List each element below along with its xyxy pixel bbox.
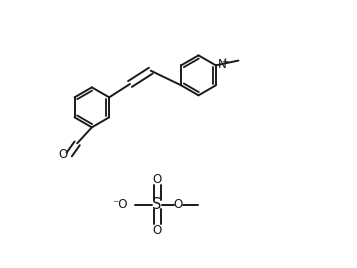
Text: O: O (174, 198, 183, 211)
Text: ⁻O: ⁻O (112, 198, 128, 211)
Text: O: O (152, 173, 162, 185)
Text: S: S (152, 197, 162, 212)
Text: O: O (59, 148, 68, 161)
Text: +: + (221, 57, 229, 66)
Text: N: N (218, 58, 227, 71)
Text: O: O (152, 224, 162, 237)
